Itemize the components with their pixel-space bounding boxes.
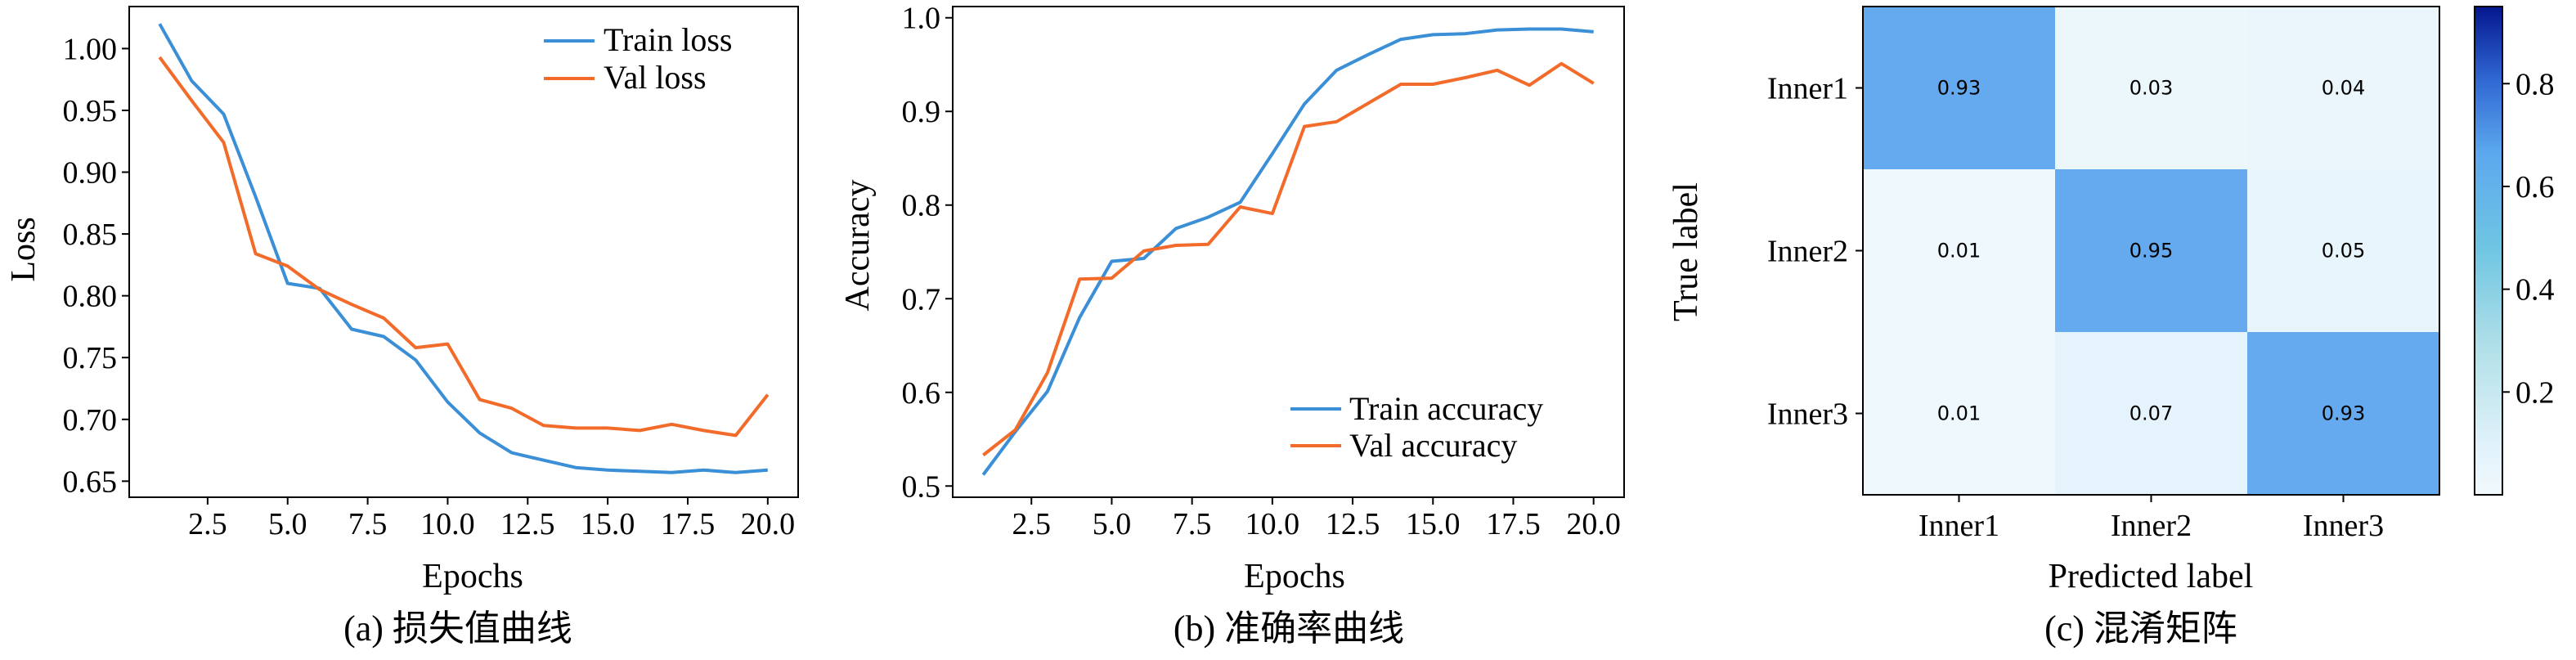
accuracy-chart: 2.5 5.0 7.5 10.0 12.5 15.0 17.5 20.0 0.5 0.6 0.7 0.… <box>839 2 1625 649</box>
loss-legend: Train loss Val loss <box>544 21 732 96</box>
loss-x-tick-label: 12.5 <box>500 507 555 541</box>
accuracy-x-tick-label: 5.0 <box>1093 507 1132 541</box>
loss-y-tick-label: 0.85 <box>63 218 118 252</box>
loss-y-tick-label: 0.95 <box>63 94 118 128</box>
loss-series-train-line <box>158 23 768 474</box>
accuracy-caption: (b) 准确率曲线 <box>1174 608 1404 649</box>
loss-y-tick-label: 0.65 <box>63 465 118 499</box>
confusion-caption: (c) 混淆矩阵 <box>2044 608 2237 649</box>
loss-caption: (a) 损失值曲线 <box>343 608 572 649</box>
matrix-y-tick-label: Inner3 <box>1767 397 1848 432</box>
colorbar-tick-label: 0.4 <box>2515 273 2555 308</box>
matrix-x-tick-label: Inner2 <box>2111 509 2192 543</box>
matrix-cell <box>2055 7 2247 169</box>
accuracy-y-tick-label: 0.7 <box>902 282 941 317</box>
loss-x-tick-label: 7.5 <box>348 507 388 541</box>
accuracy-x-tick-label: 15.0 <box>1406 507 1461 541</box>
legend-train-accuracy-label: Train accuracy <box>1349 390 1543 427</box>
matrix-cell-value: 0.01 <box>1937 240 1981 263</box>
matrix-cell-value: 0.07 <box>2129 402 2173 425</box>
loss-y-tick-label: 0.75 <box>63 341 118 375</box>
accuracy-x-tick-label: 12.5 <box>1326 507 1380 541</box>
accuracy-series-val-line <box>982 61 1595 457</box>
accuracy-legend: Train accuracy Val accuracy <box>1290 390 1543 464</box>
loss-x-tick-label: 5.0 <box>268 507 307 541</box>
accuracy-x-tick-label: 7.5 <box>1173 507 1212 541</box>
accuracy-y-tick-label: 1.0 <box>902 2 941 36</box>
matrix-cell <box>2055 169 2247 332</box>
matrix-cell <box>1863 7 2055 169</box>
matrix-cell-value: 0.93 <box>2322 402 2365 425</box>
colorbar-tick-label: 0.8 <box>2515 67 2555 101</box>
loss-ylabel: Loss <box>5 217 43 281</box>
matrix-cell-value: 0.03 <box>2129 77 2173 100</box>
matrix-cell-value: 0.05 <box>2322 240 2365 263</box>
confusion-xlabel: Predicted label <box>2049 558 2254 595</box>
loss-y-tick-label: 0.70 <box>63 403 118 438</box>
colorbar-gradient <box>2474 6 2503 496</box>
matrix-cell <box>2247 7 2439 169</box>
matrix-cell <box>1863 169 2055 332</box>
matrix-cell <box>1863 332 2055 495</box>
accuracy-y-tick-label: 0.8 <box>902 189 941 223</box>
loss-x-tick-label: 17.5 <box>661 507 716 541</box>
accuracy-y-tick-label: 0.6 <box>902 376 941 411</box>
loss-x-tick-label: 10.0 <box>420 507 475 541</box>
accuracy-x-tick-label: 20.0 <box>1566 507 1621 541</box>
loss-chart: 2.5 5.0 7.5 10.0 12.5 15.0 17.5 20.0 0.65 0.70 0.7… <box>5 6 799 649</box>
matrix-cell-value: 0.01 <box>1937 402 1981 425</box>
matrix-cell-value: 0.95 <box>2129 240 2173 263</box>
colorbar-tick-label: 0.2 <box>2515 375 2555 410</box>
loss-y-tick-label: 0.90 <box>63 156 118 191</box>
matrix-y-tick-label: Inner2 <box>1767 235 1848 269</box>
matrix-x-tick-label: Inner1 <box>1919 509 1999 543</box>
accuracy-x-tick-label: 10.0 <box>1245 507 1300 541</box>
loss-x-tick-label: 15.0 <box>581 507 635 541</box>
confusion-ylabel: True label <box>1667 182 1705 321</box>
loss-plot-area: 2.5 5.0 7.5 10.0 12.5 15.0 17.5 20.0 0.65 0.70 0.7… <box>63 6 799 541</box>
accuracy-axes-frame <box>952 6 1625 498</box>
loss-y-tick-label: 1.00 <box>63 32 118 66</box>
loss-x-tick-label: 20.0 <box>741 507 796 541</box>
accuracy-x-tick-label: 17.5 <box>1486 507 1541 541</box>
loss-axes-frame <box>128 6 799 498</box>
legend-val-loss-label: Val loss <box>604 59 707 96</box>
matrix-cell <box>2247 332 2439 495</box>
matrix-y-tick-label: Inner1 <box>1767 72 1848 106</box>
matrix-cell <box>2247 169 2439 332</box>
legend-val-accuracy-label: Val accuracy <box>1349 427 1517 464</box>
colorbar-tick-label: 0.6 <box>2515 170 2555 204</box>
matrix-cell-value: 0.93 <box>1937 77 1981 100</box>
loss-series-val-line <box>158 56 770 438</box>
confusion-matrix: 0.93 0.03 0.04 0.01 0.95 0.05 0.01 0.07 0.93 Inne… <box>1667 6 2555 649</box>
matrix-cell-value: 0.04 <box>2322 77 2365 100</box>
accuracy-x-tick-label: 2.5 <box>1012 507 1051 541</box>
accuracy-series-train-line <box>981 27 1594 476</box>
accuracy-plot-area: 2.5 5.0 7.5 10.0 12.5 15.0 17.5 20.0 0.5 0.6 0.7 0.… <box>902 2 1625 541</box>
loss-xlabel: Epochs <box>422 558 523 595</box>
colorbar: 0.2 0.4 0.6 0.8 <box>2474 6 2555 496</box>
loss-x-tick-label: 2.5 <box>188 507 227 541</box>
matrix-cell <box>2055 332 2247 495</box>
legend-train-loss-label: Train loss <box>604 21 732 58</box>
loss-y-tick-label: 0.80 <box>63 280 118 314</box>
accuracy-y-tick-label: 0.9 <box>902 95 941 129</box>
accuracy-y-tick-label: 0.5 <box>902 469 941 504</box>
accuracy-xlabel: Epochs <box>1244 558 1345 595</box>
matrix-x-tick-label: Inner3 <box>2303 509 2384 543</box>
accuracy-ylabel: Accuracy <box>839 180 877 312</box>
confusion-matrix-grid: 0.93 0.03 0.04 0.01 0.95 0.05 0.01 0.07 0.93 Inne… <box>1767 6 2440 543</box>
